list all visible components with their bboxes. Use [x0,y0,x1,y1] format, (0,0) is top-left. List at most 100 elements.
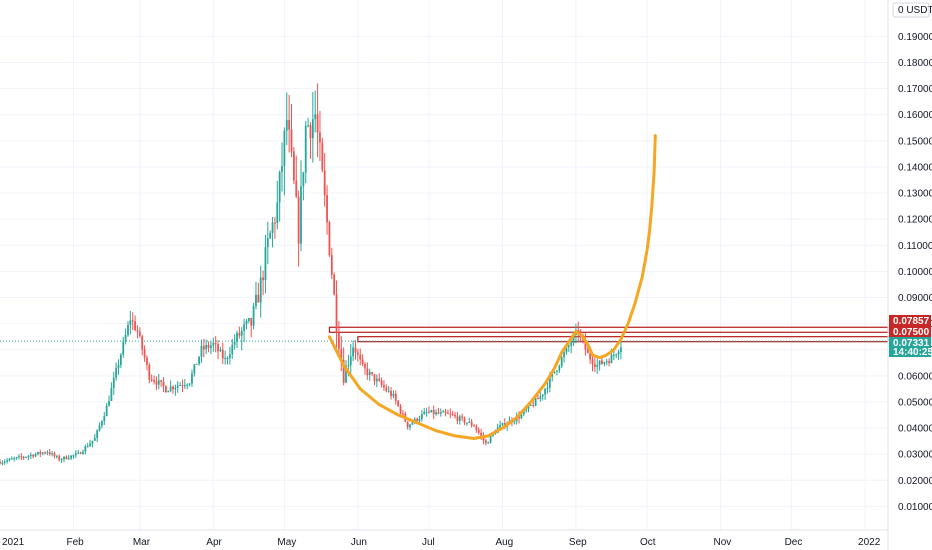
candle-body [323,170,326,196]
candle-body [548,376,551,388]
candle-body [174,387,177,390]
candle-body [60,459,63,461]
candle-body [572,334,575,343]
candle-body [406,421,409,428]
candle-body [328,222,331,256]
candle-body [335,294,338,333]
y-tick-label: 0.11000 [898,241,932,252]
candle-body [473,425,475,427]
candle-body [162,381,165,387]
candle-body [477,429,480,433]
candle-body [418,419,421,422]
y-tick-label: 0.06000 [898,371,932,382]
candle-body [155,381,158,385]
candle-body [608,361,610,364]
candle-body [105,405,108,417]
candle-body [67,458,70,460]
candle-body [449,413,452,415]
candle-body [262,277,264,281]
x-tick-label: Aug [495,537,513,548]
candle-body [63,456,65,460]
candle-body [240,330,243,336]
candle-body [529,404,532,406]
candle-body [501,423,504,426]
candle-body [463,417,466,423]
price-axis[interactable]: 0.19000 0.18000 0.17000 0.16000 0.15000 0.140… [887,0,932,550]
candle-body [264,247,267,281]
candle-body [198,356,200,364]
candle-body [93,437,96,441]
candle-body [0,462,1,464]
y-tick-label: 0.04000 [898,424,932,435]
candle-body [46,452,49,454]
candle-body [570,342,573,346]
y-tick-label: 0.13000 [898,189,932,200]
candle-body [101,421,103,426]
candle-body [91,440,94,444]
candle-body [475,426,478,430]
candle-body [122,341,125,355]
candle-body [41,452,44,454]
candle-body [383,385,385,388]
candle-body [537,398,539,400]
candle-body [610,354,613,364]
candle-body [333,274,336,295]
candle-body [89,443,91,447]
candle-body [316,114,319,133]
candle-body [558,366,561,371]
candle-body [456,416,459,421]
candle-body [487,442,490,444]
candle-body [169,386,172,391]
candle-body [397,400,400,406]
candle-body [461,416,464,418]
candle-body [371,372,373,375]
candle-body [563,352,565,358]
candle-body [226,358,229,360]
candle-body [108,400,110,406]
candle-body [10,458,13,460]
candle-body [307,125,309,127]
candle-body [13,458,16,460]
candle-body [567,345,570,347]
candle-body [546,387,549,389]
y-tick-label: 0.19000 [898,32,932,43]
candle-body [591,359,594,365]
x-tick-label: Nov [713,537,731,548]
candle-body [356,352,359,355]
candle-body [439,412,442,414]
candle-body [288,119,291,130]
candle-body [366,368,369,376]
candle-body [74,453,77,456]
candle-body [465,422,468,424]
candle-body [411,422,414,425]
candle-body [454,415,456,417]
candle-body [157,380,160,385]
candle-body [347,365,350,367]
candle-body [283,130,286,167]
candle-body [129,320,132,325]
candle-body [8,458,11,461]
candle-body [183,385,186,387]
candle-body [319,132,321,143]
candle-body [131,320,134,322]
candle-body [584,339,587,350]
candle-body [29,454,32,457]
candle-body [402,413,404,415]
candle-body [202,345,205,350]
candle-body [1,462,4,464]
candle-body [72,455,75,457]
candle-body [55,456,58,458]
candle-body [593,364,596,367]
candle-body [527,405,530,410]
candle-body [468,421,471,423]
y-tick-label: 0.17000 [898,84,932,95]
time-axis[interactable]: 2021 Feb Mar Apr May Jun Jul Aug Sep Oct Nov Dec 202… [0,529,888,548]
x-tick-label: Jul [422,537,435,548]
candle-body [150,379,153,381]
candle-body [214,342,217,345]
candle-body [110,388,113,401]
candle-body [615,354,618,356]
currency-label: 0 USDT [898,5,932,16]
